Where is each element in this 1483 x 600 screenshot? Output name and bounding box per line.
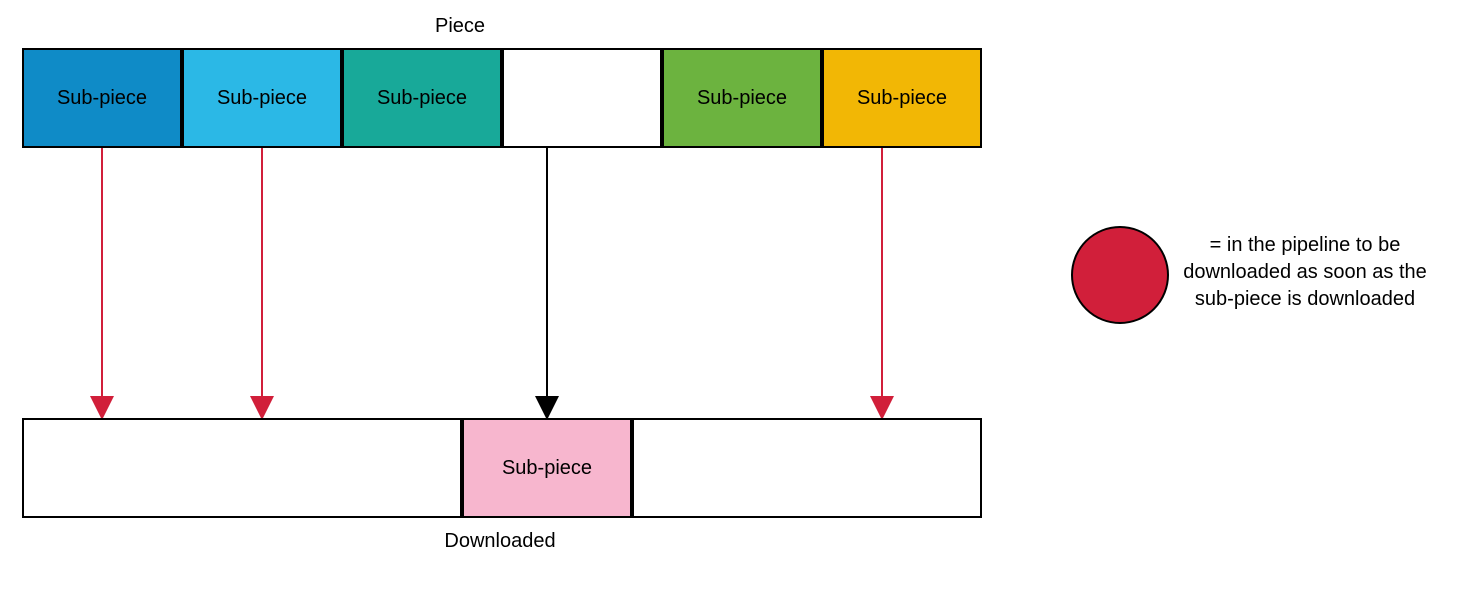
legend-circle-icon <box>1072 227 1168 323</box>
legend-text: = in the pipeline to be downloaded as so… <box>1180 232 1430 313</box>
